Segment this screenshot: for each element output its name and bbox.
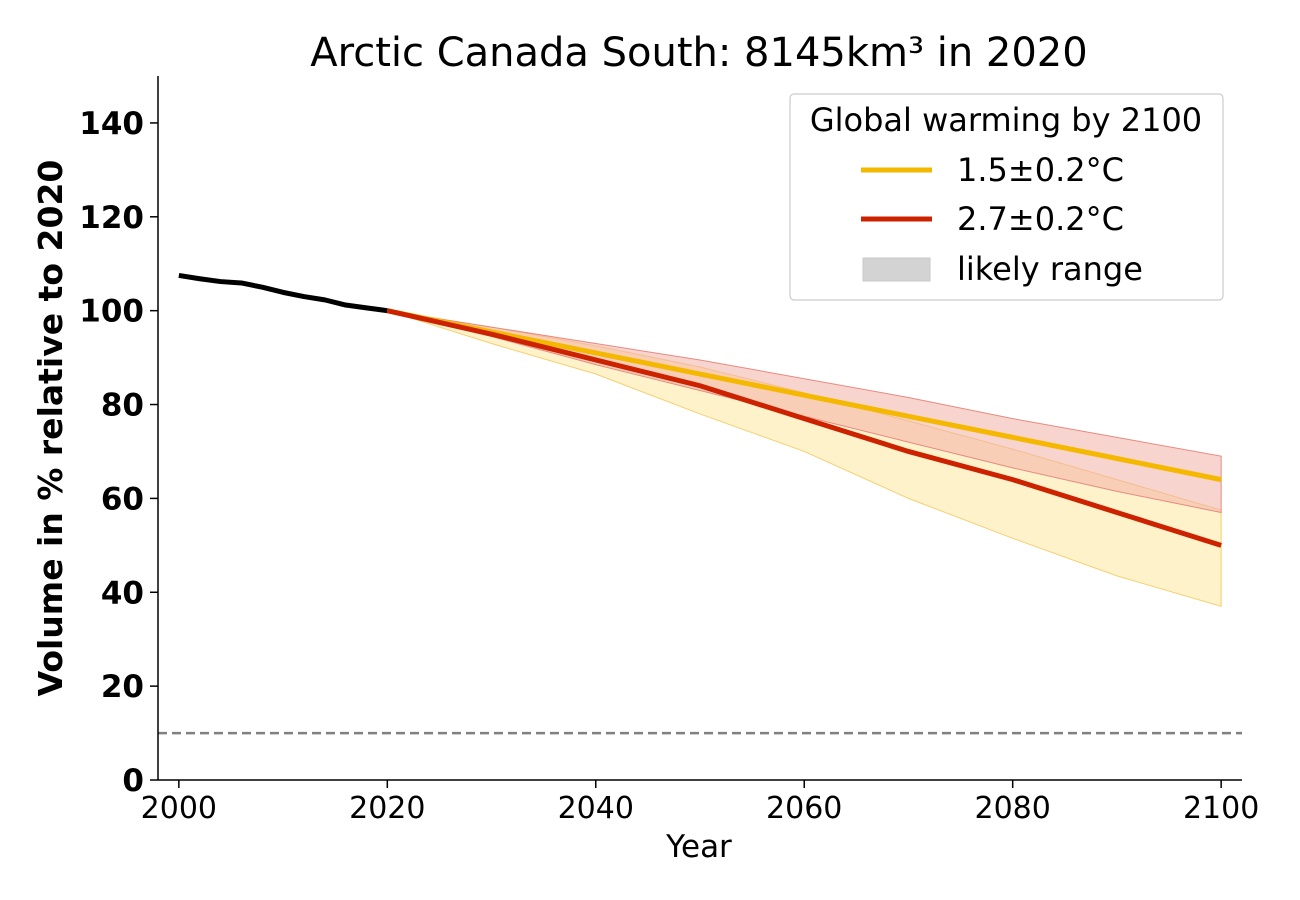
legend: Global warming by 2100 1.5±0.2°C 2.7±0.2…: [789, 93, 1224, 301]
legend-swatch-likely-range: [862, 257, 931, 282]
y-tick-label: 20: [101, 669, 144, 705]
historical-line: [178, 272, 388, 314]
chart-title: Arctic Canada South: 8145km³ in 2020: [310, 30, 1087, 76]
y-tick-label: 80: [101, 388, 144, 424]
y-tick-label: 40: [101, 575, 144, 611]
x-tick-label: 2080: [975, 791, 1051, 826]
y-tick-label: 100: [79, 294, 144, 330]
x-tick-label: 2000: [141, 791, 217, 826]
series-line-low: [386, 308, 1222, 483]
x-tick-label: 2100: [1183, 791, 1259, 826]
y-tick-label: 140: [79, 106, 144, 142]
legend-title: Global warming by 2100: [810, 101, 1202, 139]
y-tick-label: 60: [101, 481, 144, 517]
y-tick-label: 120: [79, 200, 144, 236]
x-tick-label: 2060: [766, 791, 842, 826]
legend-label-low: 1.5±0.2°C: [957, 151, 1124, 189]
y-ticks: 0 20 40 60 80 100 120 140: [79, 106, 158, 799]
y-axis-label: Volume in % relative to 2020: [31, 160, 70, 697]
x-tick-label: 2040: [558, 791, 634, 826]
x-ticks: 2000 2020 2040 2060 2080 2100: [141, 780, 1259, 826]
legend-frame: [789, 93, 1224, 301]
legend-label-likely-range: likely range: [957, 250, 1143, 288]
x-axis-label: Year: [665, 829, 732, 865]
x-tick-label: 2020: [349, 791, 425, 826]
series-line-high: [386, 308, 1222, 548]
legend-label-high: 2.7±0.2°C: [957, 200, 1124, 238]
y-tick-label: 0: [122, 763, 144, 799]
series-lines: [178, 272, 1222, 548]
likely-range-bands: [387, 310, 1222, 608]
